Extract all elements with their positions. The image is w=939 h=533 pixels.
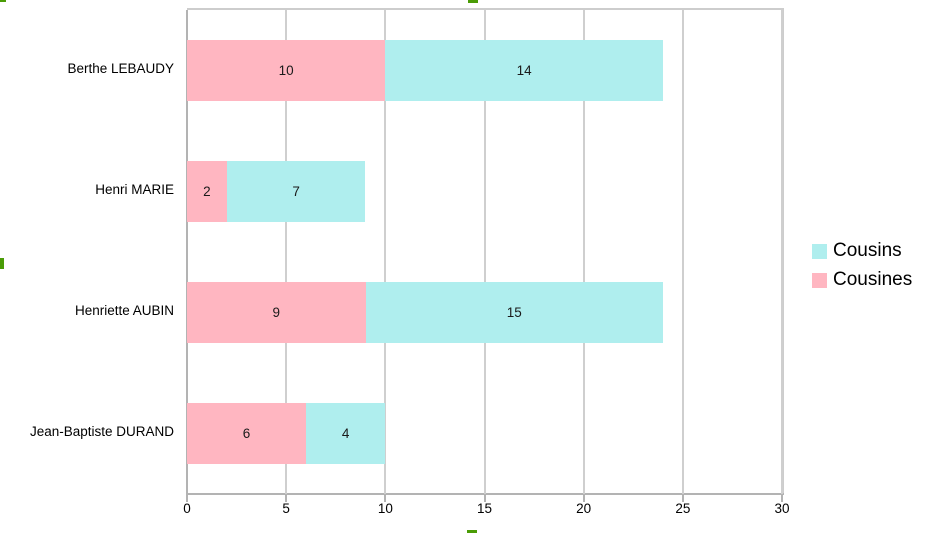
- bar-segment-cousins[interactable]: 14: [385, 40, 663, 101]
- bar-segment-cousins[interactable]: 4: [306, 403, 386, 464]
- gridline: [285, 10, 288, 494]
- category-axis-labels: Berthe LEBAUDY Henri MARIE Henriette AUBIN…: [0, 8, 180, 492]
- legend: Cousins Cousines: [812, 240, 912, 298]
- bar-segment-cousins[interactable]: 15: [365, 282, 663, 343]
- x-axis-tick: [186, 494, 188, 502]
- bar-segment-cousines[interactable]: 9: [187, 282, 366, 343]
- bar-value-label: 2: [203, 184, 211, 199]
- x-axis-tick: [781, 494, 783, 502]
- category-label: Henriette AUBIN: [74, 303, 174, 318]
- clipped-y-axis-title-fragment: [0, 258, 4, 269]
- clipped-x-axis-title-fragment: [467, 530, 477, 533]
- bar-value-label: 7: [292, 184, 300, 199]
- value-axis-labels: 0 5 10 15 20 25 30: [183, 501, 789, 521]
- y-axis-line: [186, 10, 188, 494]
- gridline: [483, 10, 486, 494]
- bar-segment-cousines[interactable]: 2: [187, 161, 227, 222]
- bar-value-label: 4: [341, 426, 350, 441]
- legend-item[interactable]: Cousines: [812, 269, 912, 291]
- gridline: [681, 10, 684, 494]
- gridline: [582, 10, 585, 494]
- x-tick-label: 25: [675, 501, 691, 516]
- bar-value-label: 9: [272, 305, 280, 320]
- x-axis-tick: [384, 494, 387, 502]
- plot-area: 10 14 2 7 9 15 6 4: [186, 8, 784, 502]
- legend-label: Cousins: [833, 240, 902, 261]
- x-axis-tick: [681, 494, 684, 502]
- bar-value-label: 6: [242, 426, 251, 441]
- legend-swatch-icon: [812, 243, 827, 259]
- bar-segment-cousins[interactable]: 7: [226, 161, 366, 222]
- x-tick-label: 0: [183, 501, 191, 516]
- gridline: [384, 10, 387, 494]
- category-label: Jean-Baptiste DURAND: [29, 424, 174, 439]
- x-axis-tick: [483, 494, 486, 502]
- x-axis-tick: [285, 494, 288, 502]
- clipped-title-fragment: [0, 0, 6, 2]
- bar-value-label: 15: [506, 305, 522, 320]
- bar-value-label: 14: [516, 63, 532, 78]
- x-tick-label: 5: [282, 501, 290, 516]
- x-tick-label: 10: [377, 501, 393, 516]
- clipped-chart-title-fragment: [468, 0, 478, 3]
- category-label: Henri MARIE: [95, 182, 174, 197]
- x-axis-tick: [582, 494, 585, 502]
- legend-item[interactable]: Cousins: [812, 240, 912, 262]
- bar-value-label: 10: [278, 63, 294, 78]
- bar-segment-cousines[interactable]: 6: [187, 403, 306, 464]
- category-label: Berthe LEBAUDY: [67, 61, 174, 76]
- x-tick-label: 15: [476, 501, 493, 516]
- legend-swatch-icon: [812, 272, 827, 288]
- bar-segment-cousines[interactable]: 10: [187, 40, 386, 101]
- gridline: [781, 10, 783, 494]
- x-tick-label: 20: [576, 501, 592, 516]
- legend-label: Cousines: [833, 269, 913, 290]
- x-tick-label: 30: [774, 501, 790, 516]
